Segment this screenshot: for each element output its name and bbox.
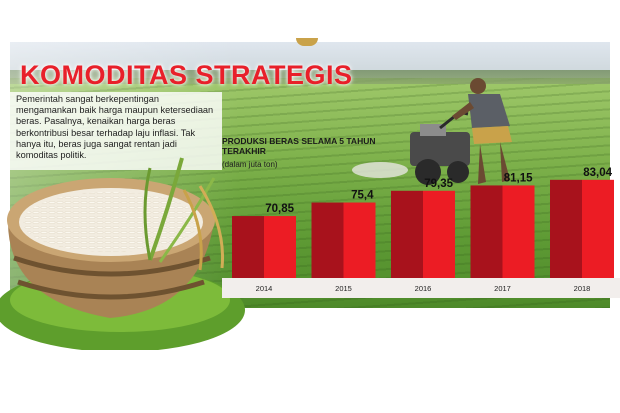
bar-2014-shade (232, 216, 264, 278)
bar-value-label: 75,4 (351, 190, 374, 202)
bar-2014 (264, 216, 296, 278)
bar-2018-shade (550, 179, 582, 278)
bar-2015-shade (311, 202, 344, 278)
bar-value-label: 81,15 (504, 172, 533, 184)
rice-bucket-image (0, 157, 245, 350)
farmer-with-tractor-image (352, 78, 512, 185)
x-tick-label: 2015 (335, 284, 352, 293)
description-text: Pemerintah sangat berkepentingan mengama… (10, 92, 222, 170)
bar-value-label: 70,85 (265, 203, 294, 215)
x-tick-label: 2018 (574, 284, 591, 293)
chart-title: PRODUKSI BERAS SELAMA 5 TAHUN TERAKHIR (222, 136, 376, 156)
bar-2015 (343, 202, 376, 278)
page-title: KOMODITAS STRATEGIS (20, 60, 353, 90)
bar-value-label: 79,35 (424, 178, 453, 190)
tree-line (10, 70, 610, 84)
chart-baseline-strip (222, 278, 620, 298)
bar-2016 (423, 190, 455, 278)
bar-2017-shade (470, 185, 503, 278)
chart-subtitle: (dalam juta ton) (222, 160, 278, 169)
top-ornament (296, 38, 318, 46)
bar-2017 (502, 185, 535, 278)
bar-value-label: 83,04 (583, 167, 612, 179)
x-tick-label: 2017 (494, 284, 511, 293)
x-tick-label: 2014 (256, 284, 273, 293)
bar-2016-shade (391, 190, 423, 278)
x-tick-label: 2016 (415, 284, 432, 293)
bar-2018 (582, 179, 614, 278)
